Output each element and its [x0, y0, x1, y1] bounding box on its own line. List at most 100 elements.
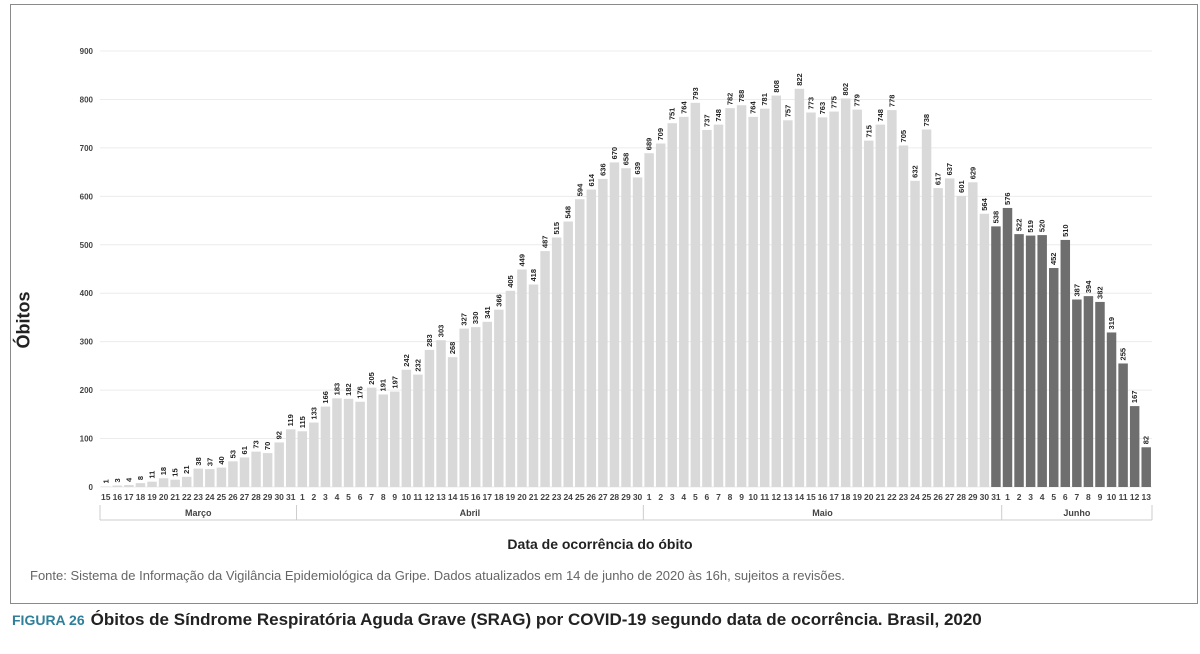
bars [101, 88, 1151, 488]
data-label: 4 [124, 477, 133, 482]
bar [875, 124, 886, 487]
data-label: 576 [1003, 192, 1012, 205]
x-tick-label: 15 [459, 492, 469, 502]
data-label: 183 [332, 383, 341, 396]
data-label: 327 [460, 313, 469, 326]
x-tick-label: 2 [1017, 492, 1022, 502]
figure-title: Óbitos de Síndrome Respiratória Aguda Gr… [90, 610, 982, 629]
data-label: 715 [864, 125, 873, 138]
data-label: 709 [656, 128, 665, 141]
data-label: 418 [529, 269, 538, 282]
bar [378, 394, 388, 487]
data-label: 18 [159, 467, 168, 475]
x-tick-label: 25 [217, 492, 227, 502]
data-label: 788 [737, 90, 746, 103]
bar [921, 129, 932, 488]
data-label: 191 [379, 379, 388, 392]
data-label: 802 [841, 83, 850, 96]
bar [528, 284, 539, 487]
data-label: 763 [818, 102, 827, 115]
bar [910, 180, 920, 487]
x-tick-label: 18 [494, 492, 504, 502]
bar [829, 111, 839, 488]
bar [274, 442, 284, 487]
data-label: 92 [275, 431, 284, 439]
bar [667, 123, 677, 487]
x-tick-label: 14 [448, 492, 458, 502]
x-tick-label: 25 [922, 492, 932, 502]
data-label: 594 [575, 183, 584, 196]
data-label: 341 [483, 306, 492, 319]
bar [205, 469, 215, 487]
data-label: 617 [934, 173, 943, 186]
x-tick-label: 1 [647, 492, 652, 502]
x-tick-label: 18 [136, 492, 146, 502]
bar [575, 199, 585, 488]
data-label: 822 [795, 73, 804, 86]
x-tick-label: 28 [251, 492, 261, 502]
data-label: 405 [506, 275, 515, 288]
bar [702, 129, 712, 487]
x-tick-label: 28 [957, 492, 967, 502]
data-label: 1 [101, 479, 110, 483]
month-label: Março [185, 508, 212, 518]
x-tick-label: 6 [1063, 492, 1068, 502]
x-tick-label: 24 [910, 492, 920, 502]
data-label: 639 [633, 162, 642, 175]
x-tick-label: 23 [194, 492, 204, 502]
x-tick-label: 20 [864, 492, 874, 502]
x-tick-label: 7 [1074, 492, 1079, 502]
bar [817, 117, 828, 487]
data-label: 779 [853, 94, 862, 107]
x-tick-label: 5 [346, 492, 351, 502]
x-tick-label: 31 [991, 492, 1001, 502]
bar [1095, 301, 1105, 487]
data-label: 808 [772, 80, 781, 93]
x-tick-label: 10 [1107, 492, 1117, 502]
y-tick-label: 100 [80, 435, 94, 444]
data-label: 614 [587, 173, 596, 186]
bar [366, 387, 377, 487]
y-tick-label: 700 [80, 144, 94, 153]
x-tick-label: 8 [381, 492, 386, 502]
data-label: 319 [1107, 317, 1116, 330]
data-label: 601 [957, 180, 966, 193]
bar [135, 483, 146, 487]
x-tick-label: 17 [829, 492, 839, 502]
data-label: 303 [437, 325, 446, 338]
bar [968, 182, 978, 488]
x-tick-label: 30 [980, 492, 990, 502]
data-label: 449 [517, 254, 526, 267]
x-tick-label: 2 [312, 492, 317, 502]
x-tick-label: 20 [517, 492, 527, 502]
data-label: 38 [194, 457, 203, 465]
x-tick-label: 2 [658, 492, 663, 502]
y-axis-ticks: 0 100 200 300 400 500 600 700 800 900 [80, 47, 94, 492]
x-tick-label: 8 [728, 492, 733, 502]
x-tick-label: 12 [772, 492, 782, 502]
bar [1025, 235, 1036, 487]
bar [898, 145, 909, 487]
x-tick-label: 1 [1005, 492, 1010, 502]
bar [609, 162, 620, 487]
x-tick-label: 3 [1028, 492, 1033, 502]
bar [494, 309, 504, 487]
data-label: 166 [321, 391, 330, 404]
bar [517, 269, 527, 487]
x-tick-label: 17 [483, 492, 493, 502]
bar [170, 479, 180, 487]
data-label: 119 [286, 414, 295, 426]
bar [736, 105, 747, 487]
bar [725, 108, 735, 488]
y-tick-label: 300 [80, 338, 94, 347]
x-tick-label: 17 [124, 492, 134, 502]
bar [887, 110, 897, 487]
bar [436, 340, 446, 487]
y-tick-label: 900 [80, 47, 94, 56]
data-label: 70 [263, 442, 272, 450]
data-label: 629 [968, 167, 977, 180]
x-tick-label: 15 [101, 492, 111, 502]
figure-caption: FIGURA 26 Óbitos de Síndrome Respiratória… [12, 610, 982, 630]
y-axis-label: Óbitos [13, 291, 34, 349]
x-tick-label: 5 [693, 492, 698, 502]
